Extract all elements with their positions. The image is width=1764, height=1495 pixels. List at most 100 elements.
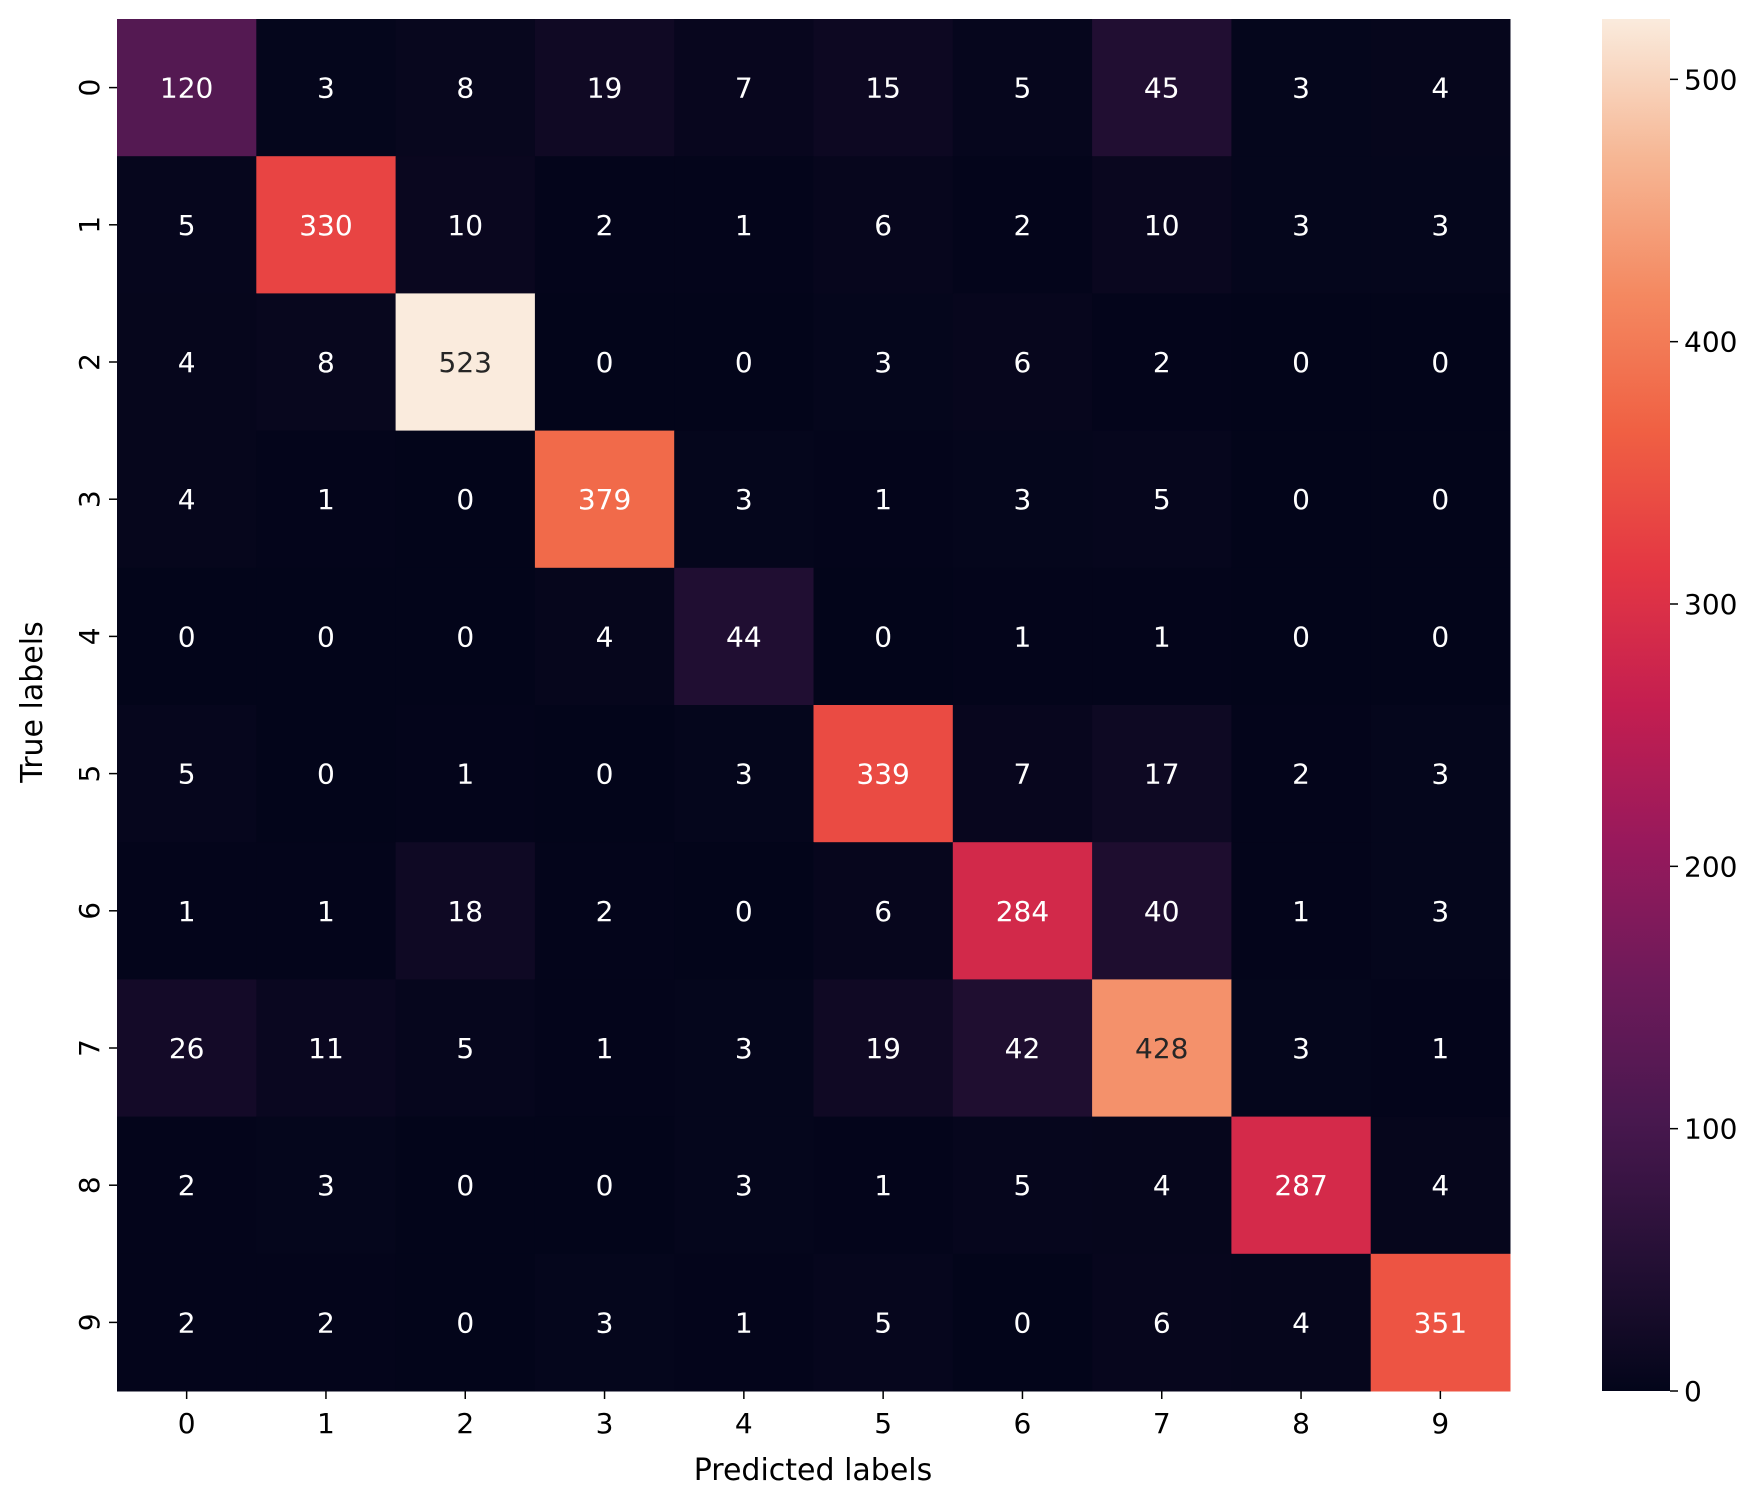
heatmap-cell-r6-c2 xyxy=(395,842,536,980)
cell-value-r3-c2: 0 xyxy=(456,483,474,516)
x-tick-label-3: 3 xyxy=(596,1407,614,1440)
heatmap-cell-r8-c9 xyxy=(1370,1116,1511,1255)
heatmap-cell-r7-c6 xyxy=(952,979,1093,1118)
heatmap-cell-r2-c5 xyxy=(813,293,954,432)
cell-value-r7-c5: 19 xyxy=(865,1032,901,1065)
heatmap-cell-r5-c2 xyxy=(395,705,536,843)
cell-value-r6-c1: 1 xyxy=(317,895,335,928)
cell-value-r2-c0: 4 xyxy=(178,346,196,379)
heatmap-cell-r3-c0 xyxy=(117,430,257,569)
heatmap-cell-r0-c1 xyxy=(256,19,397,157)
heatmap-cell-r9-c9 xyxy=(1370,1253,1511,1392)
cell-value-r6-c6: 284 xyxy=(996,895,1049,928)
heatmap-cell-r5-c5 xyxy=(813,705,954,843)
cell-value-r7-c1: 11 xyxy=(308,1032,344,1065)
heatmap-cell-r8-c7 xyxy=(1092,1116,1232,1255)
colorbar-tick-label-1: 100 xyxy=(1684,1113,1737,1146)
cell-value-r4-c5: 0 xyxy=(874,620,892,653)
heatmap-cell-r2-c8 xyxy=(1231,293,1372,432)
cell-value-r2-c6: 6 xyxy=(1014,346,1032,379)
cell-value-r2-c2: 523 xyxy=(439,346,492,379)
cell-value-r5-c9: 3 xyxy=(1431,758,1449,791)
cell-value-r3-c1: 1 xyxy=(317,483,335,516)
cell-value-r4-c4: 44 xyxy=(726,620,762,653)
cell-value-r9-c1: 2 xyxy=(317,1306,335,1339)
cell-value-r9-c7: 6 xyxy=(1153,1306,1171,1339)
heatmap-cell-r9-c4 xyxy=(674,1253,814,1392)
heatmap-cell-r8-c0 xyxy=(117,1116,257,1255)
heatmap-cell-r0-c9 xyxy=(1370,19,1511,157)
heatmap-cell-r8-c8 xyxy=(1231,1116,1372,1255)
heatmap-cell-r9-c7 xyxy=(1092,1253,1232,1392)
heatmap-cell-r3-c3 xyxy=(534,430,675,569)
heatmap-cell-r6-c9 xyxy=(1370,842,1511,980)
heatmap-cells xyxy=(117,19,1511,1392)
cell-value-r7-c0: 26 xyxy=(169,1032,205,1065)
cell-value-r6-c9: 3 xyxy=(1431,895,1449,928)
heatmap-cell-r0-c4 xyxy=(674,19,814,157)
heatmap-cell-r9-c1 xyxy=(256,1253,397,1392)
cell-value-r1-c2: 10 xyxy=(447,209,483,242)
cell-value-r4-c6: 1 xyxy=(1014,620,1032,653)
heatmap-cell-r2-c0 xyxy=(117,293,257,432)
cell-value-r1-c6: 2 xyxy=(1014,209,1032,242)
heatmap-cell-r6-c1 xyxy=(256,842,397,980)
heatmap-cell-r5-c6 xyxy=(952,705,1093,843)
heatmap-cell-r1-c3 xyxy=(534,156,675,294)
cell-value-r6-c0: 1 xyxy=(178,895,196,928)
cell-value-r2-c5: 3 xyxy=(874,346,892,379)
y-axis-ticks: 0 1 2 3 4 5 6 7 8 9 xyxy=(73,79,117,1331)
heatmap-cell-r6-c8 xyxy=(1231,842,1372,980)
heatmap-annotations: 120 3 8 19 7 15 5 45 3 45 330 10 2 1 6 2 10 3 34 8 523 0 0 3 6 2 0… xyxy=(160,72,1467,1340)
cell-value-r0-c9: 4 xyxy=(1431,72,1449,105)
cell-value-r4-c7: 1 xyxy=(1153,620,1171,653)
y-tick-label-3: 3 xyxy=(73,490,106,508)
heatmap-cell-r7-c3 xyxy=(534,979,675,1118)
x-tick-label-7: 7 xyxy=(1153,1407,1171,1440)
cell-value-r3-c3: 379 xyxy=(578,483,631,516)
colorbar-tick-label-2: 200 xyxy=(1684,850,1737,883)
heatmap-cell-r9-c0 xyxy=(117,1253,257,1392)
heatmap-cell-r5-c8 xyxy=(1231,705,1372,843)
heatmap-cell-r8-c3 xyxy=(534,1116,675,1255)
heatmap-cell-r2-c3 xyxy=(534,293,675,432)
cell-value-r0-c6: 5 xyxy=(1014,72,1032,105)
heatmap-cell-r7-c0 xyxy=(117,979,257,1118)
heatmap-cell-r3-c1 xyxy=(256,430,397,569)
cell-value-r0-c5: 15 xyxy=(865,72,901,105)
cell-value-r9-c0: 2 xyxy=(178,1306,196,1339)
y-tick-label-8: 8 xyxy=(73,1176,106,1194)
colorbar-tick-label-4: 400 xyxy=(1684,326,1737,359)
cell-value-r8-c6: 5 xyxy=(1014,1169,1032,1202)
heatmap-cell-r7-c1 xyxy=(256,979,397,1118)
cell-value-r6-c2: 18 xyxy=(447,895,483,928)
cell-value-r5-c6: 7 xyxy=(1014,758,1032,791)
cell-value-r1-c1: 330 xyxy=(299,209,352,242)
heatmap-cell-r7-c4 xyxy=(674,979,814,1118)
heatmap-cell-r4-c9 xyxy=(1370,567,1511,706)
x-axis-label: Predicted labels xyxy=(694,1453,933,1488)
y-tick-label-4: 4 xyxy=(73,627,106,645)
heatmap-cell-r0-c3 xyxy=(534,19,675,157)
cell-value-r6-c7: 40 xyxy=(1144,895,1180,928)
colorbar-tick-label-0: 0 xyxy=(1684,1375,1702,1408)
cell-value-r8-c8: 287 xyxy=(1274,1169,1327,1202)
cell-value-r0-c2: 8 xyxy=(456,72,474,105)
heatmap-cell-r7-c8 xyxy=(1231,979,1372,1118)
cell-value-r8-c0: 2 xyxy=(178,1169,196,1202)
heatmap-cell-r1-c6 xyxy=(952,156,1093,294)
heatmap-cell-r4-c5 xyxy=(813,567,954,706)
cell-value-r1-c5: 6 xyxy=(874,209,892,242)
cell-value-r9-c8: 4 xyxy=(1292,1306,1310,1339)
cell-value-r5-c7: 17 xyxy=(1144,758,1180,791)
x-tick-label-0: 0 xyxy=(178,1407,196,1440)
heatmap-cell-r7-c5 xyxy=(813,979,954,1118)
heatmap-cell-r0-c2 xyxy=(395,19,536,157)
heatmap-cell-r9-c5 xyxy=(813,1253,954,1392)
y-tick-label-5: 5 xyxy=(73,765,106,783)
cell-value-r3-c5: 1 xyxy=(874,483,892,516)
cell-value-r5-c0: 5 xyxy=(178,758,196,791)
cell-value-r2-c3: 0 xyxy=(596,346,614,379)
heatmap-cell-r7-c7 xyxy=(1092,979,1232,1118)
